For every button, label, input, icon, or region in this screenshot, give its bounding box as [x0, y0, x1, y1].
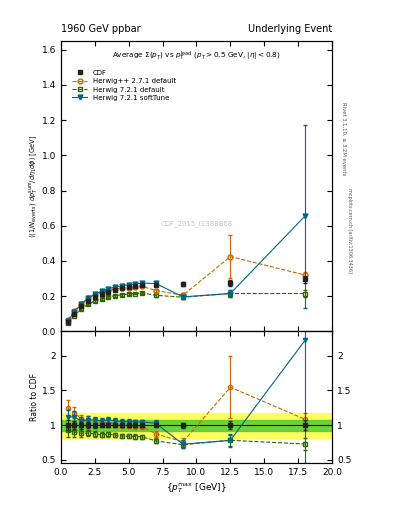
Text: mcplots.cern.ch [arXiv:1306.3436]: mcplots.cern.ch [arXiv:1306.3436]: [347, 188, 352, 273]
Bar: [61, 413, 332, 438]
Legend: CDF, Herwig++ 2.7.1 default, Herwig 7.2.1 default, Herwig 7.2.1 softTune: CDF, Herwig++ 2.7.1 default, Herwig 7.2.…: [70, 68, 178, 103]
Text: Average $\Sigma(p_T)$ vs $p_T^\mathrm{lead}$ ($p_T > 0.5$ GeV, $|\eta| < 0.8$): Average $\Sigma(p_T)$ vs $p_T^\mathrm{le…: [112, 50, 281, 63]
Text: Underlying Event: Underlying Event: [248, 24, 332, 34]
Y-axis label: Ratio to CDF: Ratio to CDF: [30, 373, 39, 421]
Text: 1960 GeV ppbar: 1960 GeV ppbar: [61, 24, 141, 34]
X-axis label: $\{p_T^\mathrm{max}\ [\mathrm{GeV}]\}$: $\{p_T^\mathrm{max}\ [\mathrm{GeV}]\}$: [166, 481, 227, 495]
Text: CDF_2015_I1388868: CDF_2015_I1388868: [160, 221, 233, 227]
Text: Rivet 3.1.10, ≥ 3.2M events: Rivet 3.1.10, ≥ 3.2M events: [341, 101, 346, 175]
Bar: [61, 420, 332, 431]
Y-axis label: $\langle(1/N_\mathrm{events})\ dp_T^\mathrm{sum}/d\eta_1 d\phi\rangle$ [GeV]: $\langle(1/N_\mathrm{events})\ dp_T^\mat…: [27, 135, 39, 238]
